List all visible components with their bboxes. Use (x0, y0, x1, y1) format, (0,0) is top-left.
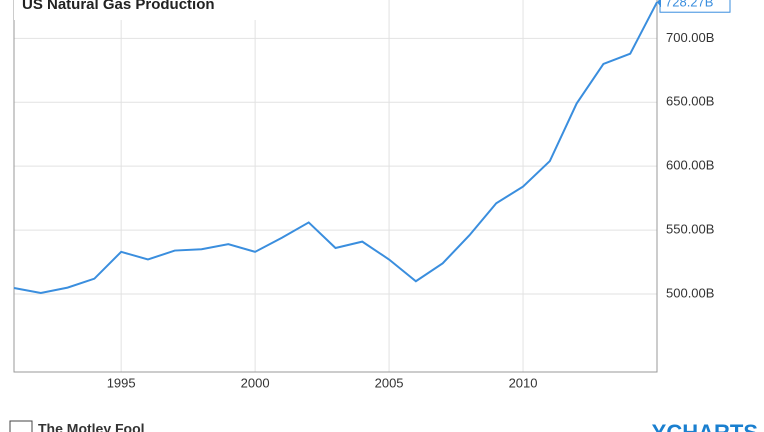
x-tick-label: 2000 (241, 375, 270, 390)
line (13, 1, 658, 295)
footer-source: The Motley Fool (38, 421, 145, 432)
x-tick-label: 2005 (375, 375, 404, 390)
plot-frame (13, 0, 658, 373)
footer-brand: YCHARTS (652, 420, 758, 432)
chart-title: US Natural Gas Production (22, 0, 215, 13)
y-tick-label: 700.00B (666, 30, 714, 45)
y-tick-label: 550.00B (666, 222, 714, 237)
value-label: 728.27B (665, 0, 713, 10)
y-tick-label: 650.00B (666, 94, 714, 109)
x-tick-label: 2010 (509, 375, 538, 390)
y-tick-label: 600.00B (666, 158, 714, 173)
value-label-pointer (657, 0, 661, 8)
y-tick-label: 500.00B (666, 285, 714, 300)
title-box (14, 0, 292, 20)
x-tick-label: 1995 (107, 375, 136, 390)
logo (9, 420, 33, 432)
